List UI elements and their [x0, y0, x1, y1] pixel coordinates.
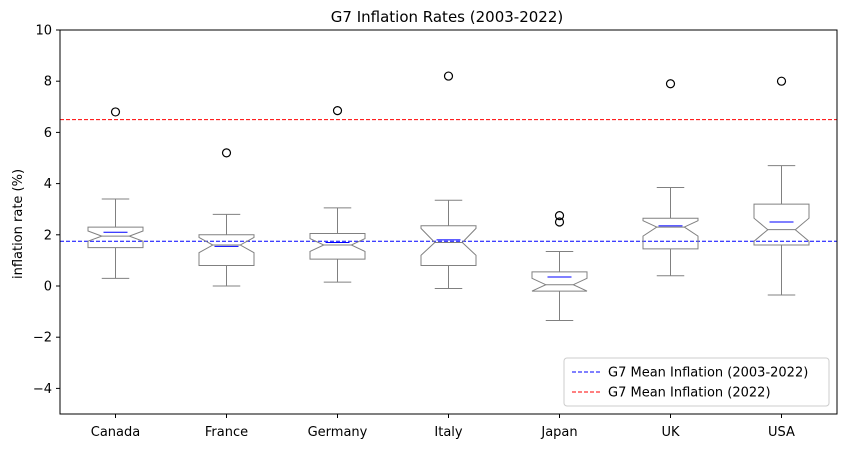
y-tick-label: −4	[33, 382, 52, 397]
x-tick-label: UK	[661, 425, 680, 440]
box-body	[753, 203, 810, 246]
outlier-point	[554, 211, 565, 221]
outlier-point	[665, 79, 676, 89]
box-italy	[420, 71, 477, 290]
box-body	[87, 226, 144, 249]
box-uk	[642, 79, 699, 277]
x-tick-label: Germany	[308, 425, 368, 440]
box-france	[198, 148, 255, 287]
chart-title: G7 Inflation Rates (2003-2022)	[331, 8, 563, 26]
axes: −4 −2 0 2 4 6 8 10 Canada France Germany Italy Japan…	[33, 24, 838, 440]
y-tick-label: 0	[44, 280, 52, 295]
box-body	[531, 271, 588, 292]
legend-label: G7 Mean Inflation (2022)	[608, 386, 771, 401]
box-usa	[753, 76, 810, 296]
box-japan	[531, 211, 588, 322]
y-tick-label: 10	[35, 24, 52, 39]
y-tick-label: 8	[44, 75, 52, 90]
outlier-point	[221, 148, 232, 158]
outlier-point	[110, 107, 121, 117]
legend-box	[563, 357, 830, 407]
outlier-point	[332, 106, 343, 116]
y-tick-label: −2	[33, 331, 52, 346]
legend-label: G7 Mean Inflation (2003-2022)	[608, 366, 808, 381]
box-canada	[87, 107, 144, 279]
y-tick-label: 4	[44, 177, 52, 192]
y-tick-label: 2	[44, 228, 52, 243]
y-axis-label: inflation rate (%)	[11, 169, 26, 279]
x-tick-label: Italy	[434, 425, 463, 440]
y-tick-label: 6	[44, 126, 52, 141]
x-tick-label: Canada	[91, 425, 140, 440]
box-germany	[309, 106, 366, 283]
x-tick-label: USA	[768, 425, 795, 440]
x-tick-label: Japan	[540, 425, 577, 440]
outlier-point	[554, 217, 565, 227]
outlier-point	[776, 76, 787, 86]
box-body	[642, 217, 699, 250]
box-body	[198, 234, 255, 266]
x-tick-label: France	[205, 425, 248, 440]
box-body	[309, 233, 366, 260]
legend: G7 Mean Inflation (2003-2022) G7 Mean Inf…	[563, 357, 830, 407]
box-body	[420, 225, 477, 266]
plot-area	[60, 71, 837, 322]
outlier-point	[443, 71, 454, 81]
